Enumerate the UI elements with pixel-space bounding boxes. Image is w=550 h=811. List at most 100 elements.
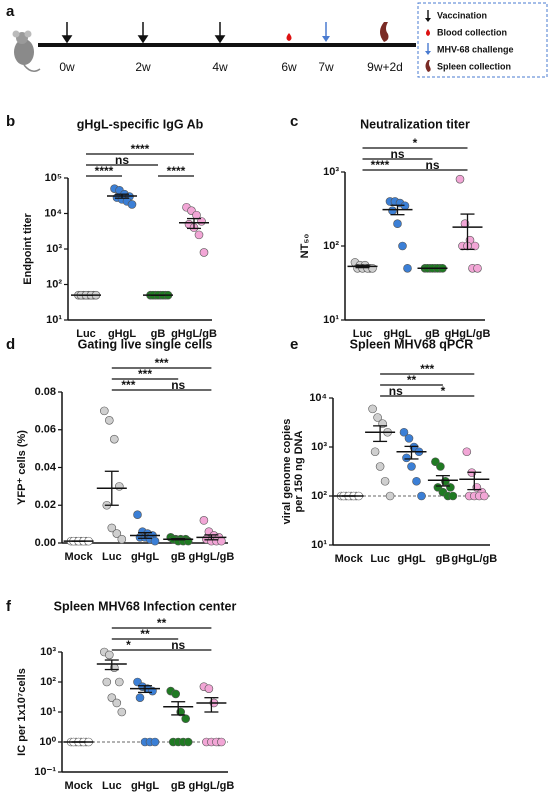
timeline-label: 2w [135, 60, 151, 74]
x-tick-label: Mock [65, 551, 94, 563]
data-point [412, 476, 421, 486]
data-point [217, 737, 226, 747]
data-point [181, 714, 190, 723]
data-point [462, 447, 472, 457]
y-axis-label: Endpoint titer [22, 213, 34, 285]
x-tick-label: gB [436, 553, 451, 565]
x-tick-label: Luc [76, 328, 96, 340]
x-tick-label: gHgL/gB [188, 780, 234, 792]
data-point [102, 677, 112, 687]
timeline-label: 7w [318, 60, 334, 74]
y-tick-label: 0.08 [35, 386, 56, 398]
x-tick-label: Luc [353, 328, 373, 340]
y-tick-label: 10⁰ [39, 736, 56, 748]
data-point [217, 536, 226, 546]
vaccination-arrows [61, 22, 226, 44]
x-tick-label: gHgL/gB [188, 551, 234, 563]
data-point [199, 516, 209, 525]
chart-title: gHgL-specific IgG Ab [77, 117, 204, 131]
y-tick-label: 10¹ [40, 706, 56, 718]
y-axis-label: viral genome copies [281, 419, 293, 525]
data-point [117, 534, 127, 544]
panel-label: a [6, 3, 15, 20]
data-point [105, 650, 114, 660]
data-point [115, 482, 124, 491]
y-tick-label: 10⁻¹ [34, 766, 56, 778]
data-point [112, 698, 122, 708]
y-tick-label: 10³ [46, 243, 62, 255]
x-tick-label: gB [171, 780, 186, 792]
y-tick-label: 10³ [323, 166, 339, 178]
challenge-arrow [322, 22, 330, 42]
x-tick-label: Mock [65, 780, 94, 792]
significance-label: ns [171, 378, 185, 392]
significance-label: **** [95, 164, 114, 178]
data-point [455, 174, 465, 184]
data-point [402, 453, 411, 463]
x-tick-label: gHgL [108, 328, 136, 340]
data-point [115, 677, 124, 687]
data-point [194, 230, 204, 240]
significance-label: ns [425, 158, 439, 172]
y-tick-label: 10² [311, 490, 327, 502]
y-axis-label: YFP⁺ cells (%) [16, 430, 28, 505]
x-tick-label: gHgL [397, 553, 425, 565]
x-tick-label: Luc [102, 551, 122, 563]
data-point [204, 684, 214, 693]
mouse-icon [12, 30, 41, 72]
y-axis-label: IC per 1x10⁷cells [16, 668, 28, 756]
x-tick-label: gHgL/gB [445, 328, 491, 340]
data-point [403, 263, 412, 273]
data-point [398, 241, 407, 251]
data-point [479, 491, 489, 501]
data-point [135, 693, 145, 702]
x-tick-label: gHgL [131, 780, 159, 792]
x-tick-label: Mock [335, 553, 364, 565]
significance-label: ** [140, 627, 150, 641]
y-tick-label: 10² [46, 278, 62, 290]
spleen-icon [380, 22, 389, 42]
data-point [370, 447, 380, 457]
y-tick-label: 0.02 [35, 499, 56, 511]
significance-label: ** [157, 616, 167, 630]
panel-label: c [290, 113, 298, 130]
legend-label: Vaccination [437, 10, 487, 20]
significance-label: **** [371, 158, 390, 172]
data-point [446, 483, 455, 492]
x-tick-label: gB [425, 328, 440, 340]
significance-label: ns [390, 147, 404, 161]
data-point [171, 689, 180, 699]
significance-label: ns [115, 153, 129, 167]
chart-title: Gating live single cells [78, 337, 213, 351]
x-tick-label: Luc [370, 553, 390, 565]
legend-box [417, 2, 548, 78]
data-point [127, 200, 137, 209]
significance-label: * [126, 638, 131, 652]
y-tick-label: 10⁴ [309, 392, 327, 404]
legend-label: Spleen collection [437, 61, 511, 71]
y-tick-label: 0.06 [35, 424, 56, 436]
y-tick-label: 10¹ [46, 314, 62, 326]
data-point [183, 737, 193, 747]
data-point [399, 427, 409, 437]
data-point [110, 434, 119, 444]
y-tick-label: 10² [40, 676, 56, 688]
data-point [112, 529, 122, 538]
data-point [436, 462, 445, 471]
x-tick-label: gHgL/gB [171, 328, 217, 340]
significance-label: ** [407, 373, 417, 387]
y-tick-label: 0.00 [35, 537, 56, 549]
timeline-label: 6w [281, 60, 297, 74]
y-tick-label: 10³ [311, 441, 327, 453]
chart-title: Spleen MHV68 qPCR [350, 337, 474, 351]
timeline-label: 0w [59, 60, 75, 74]
x-tick-label: Luc [102, 780, 122, 792]
y-tick-label: 0.04 [35, 461, 57, 473]
significance-label: ns [389, 384, 403, 398]
legend-icons [425, 10, 431, 72]
data-point [404, 434, 414, 443]
data-point [448, 491, 458, 501]
data-point [473, 263, 482, 273]
